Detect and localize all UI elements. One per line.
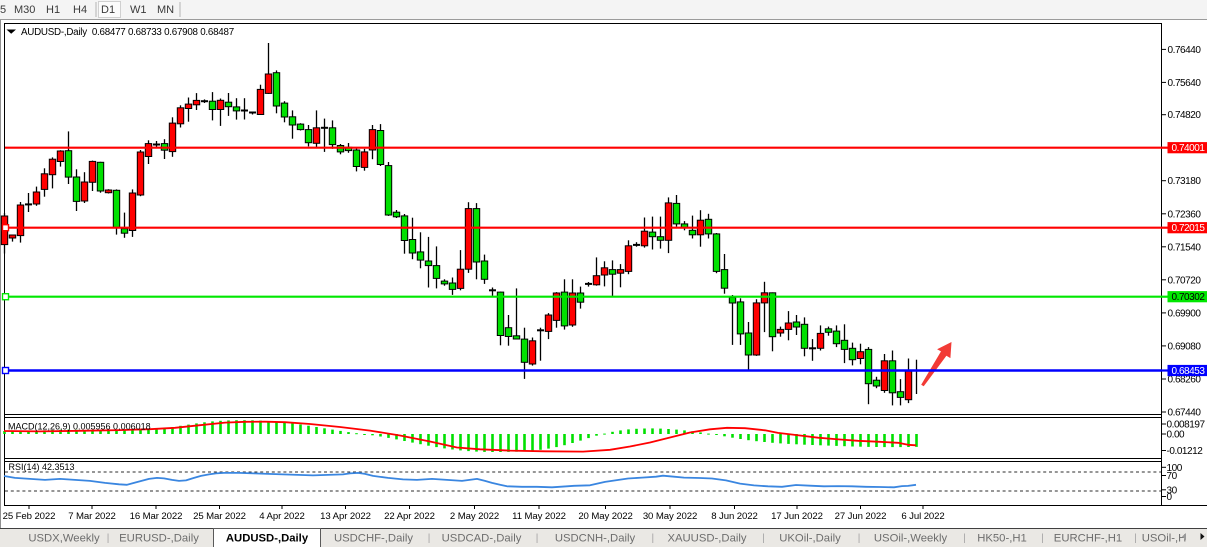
svg-text:0.74820: 0.74820 <box>1168 110 1202 121</box>
svg-text:|: | <box>651 533 654 544</box>
svg-text:0.70720: 0.70720 <box>1168 275 1202 286</box>
svg-text:70: 70 <box>1167 471 1178 482</box>
svg-text:EURUSD-,Daily: EURUSD-,Daily <box>119 533 199 545</box>
svg-text:100: 100 <box>1167 463 1183 474</box>
svg-text:|: | <box>1041 533 1044 544</box>
svg-text:|: | <box>762 533 765 544</box>
svg-text:HK50-,H1: HK50-,H1 <box>977 533 1027 545</box>
svg-text:0.73180: 0.73180 <box>1168 176 1202 187</box>
svg-text:W1: W1 <box>130 4 147 16</box>
svg-text:7 Mar 2022: 7 Mar 2022 <box>68 511 116 522</box>
svg-text:XAUUSD-,Daily: XAUUSD-,Daily <box>667 533 746 545</box>
svg-text:0.75640: 0.75640 <box>1168 78 1202 89</box>
svg-text:8 Jun 2022: 8 Jun 2022 <box>711 511 757 522</box>
svg-text:0.74001: 0.74001 <box>1172 143 1206 154</box>
svg-text:0.69900: 0.69900 <box>1168 308 1202 319</box>
svg-text:EURCHF-,H1: EURCHF-,H1 <box>1054 533 1122 545</box>
svg-text:16 Mar 2022: 16 Mar 2022 <box>130 511 183 522</box>
svg-text:25 Feb 2022: 25 Feb 2022 <box>3 511 56 522</box>
svg-text:USOil-,H: USOil-,H <box>1142 533 1187 545</box>
svg-text:0.71540: 0.71540 <box>1168 242 1202 253</box>
svg-text:0.76440: 0.76440 <box>1168 45 1202 56</box>
svg-text:13 Apr 2022: 13 Apr 2022 <box>320 511 371 522</box>
svg-text:25 Mar 2022: 25 Mar 2022 <box>193 511 246 522</box>
svg-text:M30: M30 <box>14 4 35 16</box>
svg-text:AUDUSD-,Daily: AUDUSD-,Daily <box>226 533 309 545</box>
svg-text:RSI(14) 42.3513: RSI(14) 42.3513 <box>9 462 75 472</box>
svg-text:USDCAD-,Daily: USDCAD-,Daily <box>442 533 522 545</box>
svg-text:17 Jun 2022: 17 Jun 2022 <box>771 511 823 522</box>
svg-text:D1: D1 <box>101 4 115 16</box>
svg-text:H1: H1 <box>46 4 60 16</box>
svg-text:USDCNH-,Daily: USDCNH-,Daily <box>555 533 636 545</box>
svg-text:4 Apr 2022: 4 Apr 2022 <box>259 511 304 522</box>
svg-text:0.68453: 0.68453 <box>1172 366 1206 377</box>
svg-text:|: | <box>536 533 539 544</box>
svg-text:USDX,Weekly: USDX,Weekly <box>28 533 100 545</box>
svg-text:11 May 2022: 11 May 2022 <box>512 511 566 522</box>
svg-text:30: 30 <box>1167 485 1178 496</box>
svg-text:2 May 2022: 2 May 2022 <box>450 511 499 522</box>
svg-text:|: | <box>428 533 431 544</box>
svg-text:0.68260: 0.68260 <box>1168 375 1202 386</box>
svg-text:0.72015: 0.72015 <box>1172 223 1206 234</box>
svg-text:|: | <box>1134 533 1137 544</box>
svg-text:UKOil-,Daily: UKOil-,Daily <box>779 533 841 545</box>
svg-text:0: 0 <box>1167 492 1173 503</box>
svg-text:|: | <box>963 533 966 544</box>
svg-text:0.008197: 0.008197 <box>1167 420 1206 431</box>
svg-text:30 May 2022: 30 May 2022 <box>643 511 697 522</box>
svg-text:0.69080: 0.69080 <box>1168 341 1202 352</box>
svg-text:|: | <box>858 533 861 544</box>
svg-text:MACD(12,26,9) 0.005956 0.00601: MACD(12,26,9) 0.005956 0.006018 <box>8 422 151 432</box>
svg-text:20 May 2022: 20 May 2022 <box>578 511 632 522</box>
svg-text:5: 5 <box>0 4 6 16</box>
svg-text:27 Jun 2022: 27 Jun 2022 <box>835 511 887 522</box>
svg-text:0.72360: 0.72360 <box>1168 209 1202 220</box>
svg-text:0.00: 0.00 <box>1167 430 1186 441</box>
svg-text:USOil-,Weekly: USOil-,Weekly <box>874 533 948 545</box>
svg-text:0.70302: 0.70302 <box>1172 292 1206 303</box>
svg-text:USDCHF-,Daily: USDCHF-,Daily <box>334 533 413 545</box>
svg-text:H4: H4 <box>73 4 87 16</box>
svg-text:MN: MN <box>157 4 174 16</box>
svg-text:0.67440: 0.67440 <box>1168 408 1202 419</box>
svg-text:AUDUSD-,Daily 0.68477 0.68733: AUDUSD-,Daily 0.68477 0.68733 0.67908 0.… <box>21 27 234 38</box>
svg-text:-0.01212: -0.01212 <box>1167 446 1204 457</box>
svg-text:6 Jul 2022: 6 Jul 2022 <box>901 511 944 522</box>
svg-text:22 Apr 2022: 22 Apr 2022 <box>384 511 435 522</box>
svg-text:|: | <box>107 533 110 544</box>
